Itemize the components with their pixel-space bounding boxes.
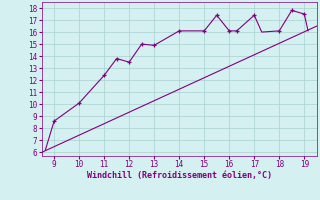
X-axis label: Windchill (Refroidissement éolien,°C): Windchill (Refroidissement éolien,°C) — [87, 171, 272, 180]
